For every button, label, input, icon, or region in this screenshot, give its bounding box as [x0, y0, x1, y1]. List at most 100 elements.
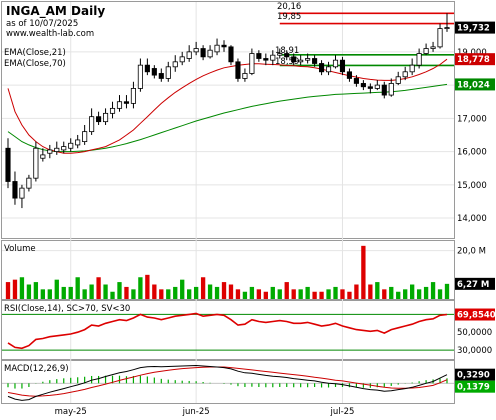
ema70-line: [7, 83, 448, 153]
candle: [298, 55, 304, 66]
candle: [388, 78, 394, 97]
candle-body: [186, 51, 192, 59]
candle: [102, 108, 109, 125]
volume-bar: [12, 279, 18, 299]
candle-body: [82, 131, 88, 143]
candle-body: [430, 46, 436, 49]
candle: [89, 108, 95, 135]
candle-body: [437, 28, 443, 48]
candle-body: [19, 187, 25, 199]
candle-body: [305, 58, 311, 61]
candle-body: [179, 56, 185, 63]
level-label-19-85: 19,85: [277, 12, 301, 22]
candle-body: [256, 53, 262, 59]
candle: [444, 13, 450, 32]
candle: [214, 38, 220, 56]
candle: [270, 50, 276, 66]
volume-bar: [396, 291, 401, 299]
candle: [165, 61, 171, 82]
candle: [200, 45, 206, 61]
candle: [312, 55, 318, 67]
candle-body: [395, 76, 401, 84]
volume-bar: [256, 289, 262, 299]
gridlines: [2, 2, 454, 403]
volume-last-label: 6,27 M: [457, 280, 489, 290]
volume-bar: [354, 284, 359, 299]
candle-body: [367, 86, 373, 89]
candle-body: [109, 107, 116, 114]
macd-panel-label: MACD(12,26,9): [4, 364, 69, 374]
volume-bar: [68, 286, 73, 299]
rsi-lines: [2, 312, 454, 351]
candle-body: [249, 53, 255, 74]
macd-signal-box: [455, 380, 495, 393]
candle-body: [61, 146, 67, 151]
candle-body: [54, 147, 60, 152]
candle-body: [5, 147, 11, 182]
legend-ema21: EMA(Close,21): [4, 48, 66, 58]
price-tick-label: 16,000: [457, 148, 487, 158]
volume-bar: [319, 291, 324, 299]
volume-bar: [207, 284, 213, 299]
volume-bar: [110, 291, 115, 299]
candle-body: [263, 58, 269, 61]
volume-bar: [214, 286, 220, 299]
candle: [5, 138, 11, 189]
candle: [33, 141, 39, 182]
candle-body: [235, 61, 241, 79]
ema21-value-label: 18,778: [457, 55, 490, 65]
ema-lines: [7, 58, 448, 154]
site-label: www.wealth-lab.com: [6, 29, 94, 39]
volume-bar: [103, 284, 108, 299]
candle-body: [158, 73, 164, 79]
volume-bar: [430, 282, 436, 299]
volume-bar: [347, 291, 352, 299]
volume-bar: [298, 289, 303, 299]
candle-body: [444, 27, 450, 29]
candle: [193, 41, 199, 56]
candle: [54, 141, 60, 155]
candle-body: [200, 48, 206, 58]
candle-body: [277, 53, 283, 56]
candle-body: [360, 83, 366, 88]
candle-body: [228, 46, 234, 63]
candle: [374, 80, 380, 91]
volume-bar: [326, 289, 331, 299]
candlesticks: [5, 13, 450, 209]
candle-body: [137, 64, 143, 89]
volume-bar: [375, 282, 380, 299]
candle: [96, 111, 102, 125]
candle-body: [40, 154, 46, 159]
volume-bar: [173, 286, 178, 299]
candle: [75, 134, 81, 149]
candle-body: [270, 54, 276, 61]
candle: [409, 58, 415, 76]
candle: [430, 41, 436, 52]
volume-bar: [33, 282, 39, 299]
x-tick-label: jul-25: [329, 407, 354, 417]
volume-bar: [340, 289, 345, 299]
candle: [123, 95, 130, 109]
candle-body: [26, 177, 32, 189]
volume-bar: [368, 284, 373, 299]
level-label-18-91: 18,91: [275, 46, 299, 56]
candle: [291, 53, 297, 66]
candle: [360, 80, 366, 91]
price-tick-label: 17,000: [457, 114, 487, 124]
candle-body: [284, 53, 290, 58]
candle-body: [312, 58, 318, 64]
candle-body: [89, 116, 95, 133]
candle: [284, 50, 290, 61]
candle-body: [374, 84, 380, 89]
volume-last-box: [455, 277, 495, 290]
rsi-last-box: [455, 308, 495, 321]
chart-title: INGA_AM Daily: [6, 4, 105, 19]
volume-bar: [152, 284, 157, 299]
volume-bar: [96, 277, 101, 299]
candle-body: [68, 142, 74, 149]
volume-bar: [291, 289, 296, 299]
volume-bar: [54, 279, 59, 299]
macd-last-box: [455, 368, 495, 381]
panel-frames: [1, 1, 455, 404]
